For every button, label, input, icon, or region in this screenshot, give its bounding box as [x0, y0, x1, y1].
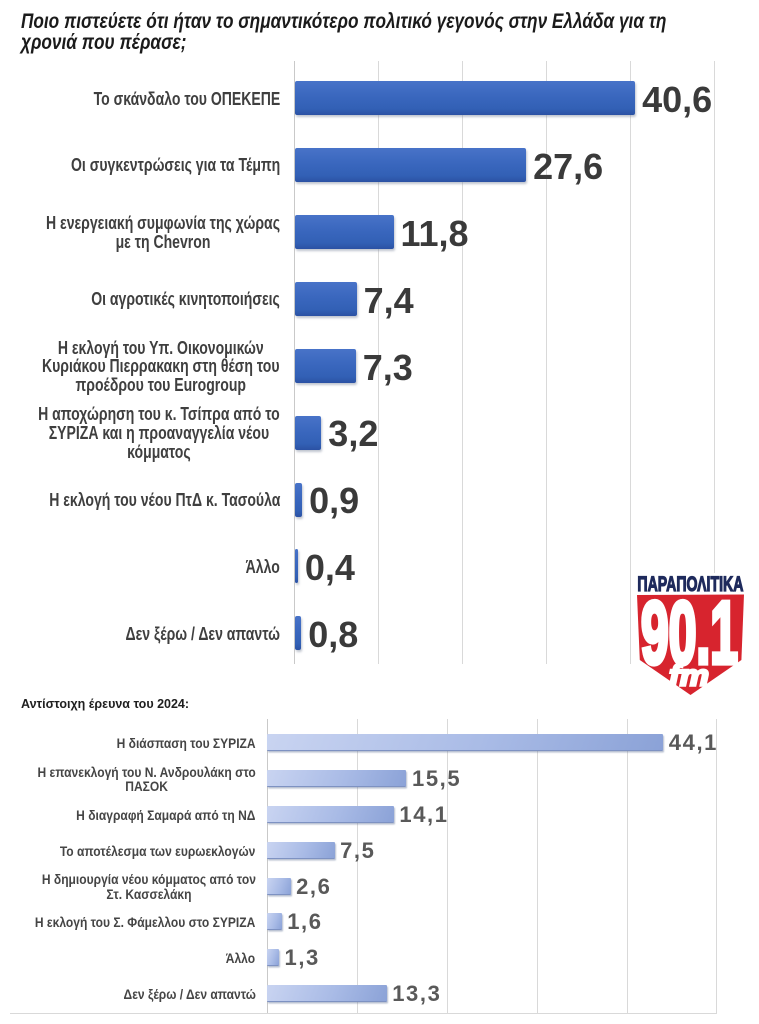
svg-text:fm: fm — [669, 660, 709, 693]
svg-text:90.1: 90.1 — [641, 583, 738, 682]
svg-text:ΠΑΡΑΠΟΛΙΤΙΚΑ: ΠΑΡΑΠΟΛΙΤΙΚΑ — [637, 572, 743, 596]
